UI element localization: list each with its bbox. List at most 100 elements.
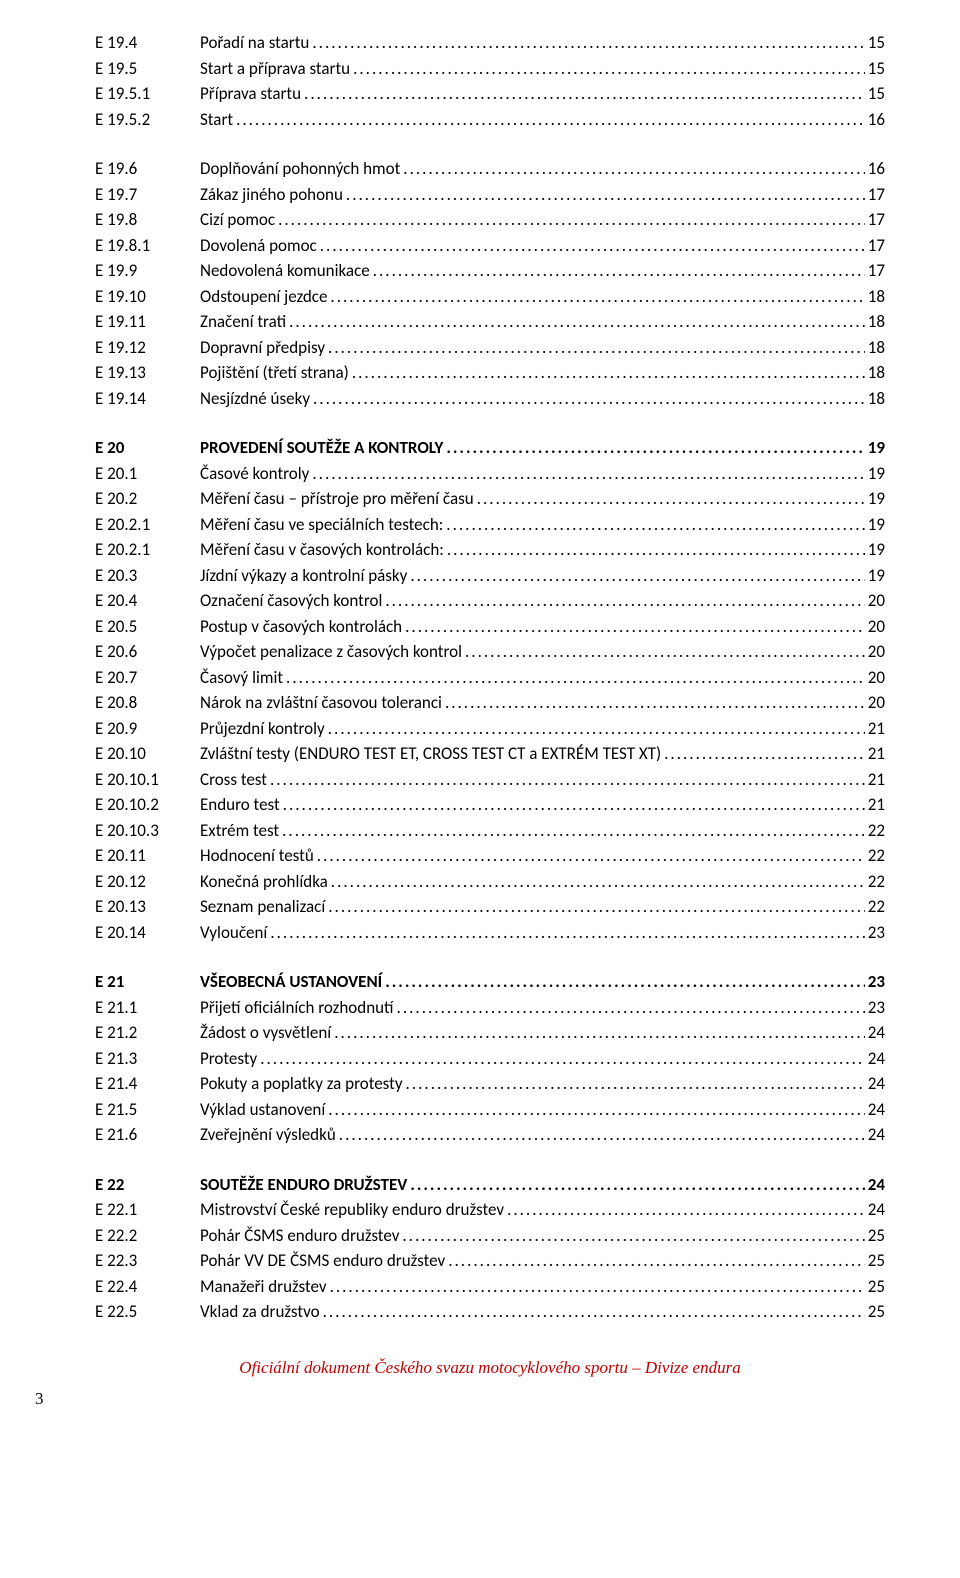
toc-title: Zveřejnění výsledků [200, 1122, 336, 1148]
toc-title: Protesty [200, 1046, 257, 1072]
toc-title: Značení trati [200, 309, 286, 335]
toc-leader-dots [267, 767, 865, 793]
toc-page: 18 [865, 335, 885, 361]
toc-title: Žádost o vysvětlení [200, 1020, 331, 1046]
toc-row: E 19.8.1Dovolená pomoc 17 [95, 233, 885, 259]
toc-page: 25 [865, 1274, 885, 1300]
toc-leader-dots [370, 258, 865, 284]
toc-leader-dots [661, 741, 865, 767]
toc-title-wrap: Pohár VV DE ČSMS enduro družstev 25 [200, 1248, 885, 1274]
toc-page: 21 [865, 716, 885, 742]
toc-row: E 21.2Žádost o vysvětlení 24 [95, 1020, 885, 1046]
toc-ref: E 19.14 [95, 386, 200, 412]
toc-page: 18 [865, 309, 885, 335]
toc-title-wrap: Měření času v časových kontrolách: 19 [200, 537, 885, 563]
toc-title: Postup v časových kontrolách [200, 614, 402, 640]
toc-leader-dots [257, 1046, 865, 1072]
toc-leader-dots [403, 1071, 865, 1097]
toc-title-wrap: VŠEOBECNÁ USTANOVENÍ 23 [200, 969, 885, 995]
toc-leader-dots [331, 1020, 865, 1046]
toc-title: Pokuty a poplatky za protesty [200, 1071, 403, 1097]
toc-title: Nedovolená komunikace [200, 258, 370, 284]
toc-title-wrap: Pokuty a poplatky za protesty 24 [200, 1071, 885, 1097]
toc-leader-dots [327, 1274, 865, 1300]
toc-leader-dots [443, 435, 864, 461]
toc-ref: E 19.7 [95, 182, 200, 208]
toc-leader-dots [504, 1197, 865, 1223]
toc-row: E 20.10.3Extrém test 22 [95, 818, 885, 844]
toc-title-wrap: Start 16 [200, 107, 885, 133]
toc-row: E 19.5.1Příprava startu 15 [95, 81, 885, 107]
toc-ref: E 20.11 [95, 843, 200, 869]
toc-leader-dots [382, 969, 865, 995]
toc-title: Pojištění (třetí strana) [200, 360, 349, 386]
toc-ref: E 21.4 [95, 1071, 200, 1097]
toc-page: 24 [865, 1097, 885, 1123]
toc-title-wrap: Vklad za družstvo 25 [200, 1299, 885, 1325]
toc-title-wrap: PROVEDENÍ SOUTĚŽE A KONTROLY 19 [200, 435, 885, 461]
toc-leader-dots [349, 360, 865, 386]
toc-title: Dopravní předpisy [200, 335, 325, 361]
toc-title: Příprava startu [200, 81, 301, 107]
toc-page: 20 [865, 588, 885, 614]
toc-title: Seznam penalizací [200, 894, 325, 920]
toc-page: 17 [865, 258, 885, 284]
toc-page: 18 [865, 360, 885, 386]
toc-title: Dovolená pomoc [200, 233, 317, 259]
toc-page: 19 [865, 435, 885, 461]
toc-row: E 22.4Manažeři družstev 25 [95, 1274, 885, 1300]
toc-row: E 19.5.2Start 16 [95, 107, 885, 133]
toc-title-wrap: Enduro test 21 [200, 792, 885, 818]
toc-title-wrap: Protesty 24 [200, 1046, 885, 1072]
toc-ref: E 19.8.1 [95, 233, 200, 259]
toc-ref: E 20.6 [95, 639, 200, 665]
toc-row: E 19.9Nedovolená komunikace 17 [95, 258, 885, 284]
toc-page: 20 [865, 614, 885, 640]
toc-title: SOUTĚŽE ENDURO DRUŽSTEV [200, 1172, 407, 1198]
toc-title: Nesjízdné úseky [200, 386, 310, 412]
toc-page: 16 [865, 156, 885, 182]
toc-page: 24 [865, 1046, 885, 1072]
toc-title-wrap: Nárok na zvláštní časovou toleranci 20 [200, 690, 885, 716]
toc-title-wrap: Cizí pomoc 17 [200, 207, 885, 233]
toc-ref: E 19.13 [95, 360, 200, 386]
toc-leader-dots [474, 486, 865, 512]
toc-title: Průjezdní kontroly [200, 716, 325, 742]
toc-row: E 20.4Označení časových kontrol 20 [95, 588, 885, 614]
toc-leader-dots [314, 843, 865, 869]
toc-leader-dots [233, 107, 865, 133]
toc-row: E 20.9Průjezdní kontroly 21 [95, 716, 885, 742]
toc-title: Výklad ustanovení [200, 1097, 325, 1123]
toc-leader-dots [445, 1248, 865, 1274]
toc-row: E 20.10.2Enduro test 21 [95, 792, 885, 818]
toc-ref: E 20.10 [95, 741, 200, 767]
toc-row: E 21.4Pokuty a poplatky za protesty 24 [95, 1071, 885, 1097]
toc-title: Start [200, 107, 233, 133]
toc-row: E 20.6Výpočet penalizace z časových kont… [95, 639, 885, 665]
toc-section: E 19.4Pořadí na startu 15E 19.5Start a p… [95, 30, 885, 132]
toc-title: Zvláštní testy (ENDURO TEST ET, CROSS TE… [200, 741, 661, 767]
toc-ref: E 20.2.1 [95, 512, 200, 538]
toc-title-wrap: Zveřejnění výsledků 24 [200, 1122, 885, 1148]
toc-ref: E 20.10.2 [95, 792, 200, 818]
toc-leader-dots [325, 716, 865, 742]
toc-row: E 19.13Pojištění (třetí strana) 18 [95, 360, 885, 386]
toc-title: Start a příprava startu [200, 56, 350, 82]
toc-leader-dots [309, 461, 864, 487]
toc-leader-dots [444, 537, 865, 563]
toc-page: 17 [865, 207, 885, 233]
toc-row: E 19.6Doplňování pohonných hmot 16 [95, 156, 885, 182]
toc-title: Jízdní výkazy a kontrolní pásky [200, 563, 407, 589]
toc-page: 23 [865, 920, 885, 946]
toc-title: Mistrovství České republiky enduro družs… [200, 1197, 504, 1223]
toc-title: Doplňování pohonných hmot [200, 156, 400, 182]
toc-leader-dots [325, 1097, 865, 1123]
toc-title-wrap: Mistrovství České republiky enduro družs… [200, 1197, 885, 1223]
toc-page: 21 [865, 767, 885, 793]
toc-title: Manažeři družstev [200, 1274, 327, 1300]
toc-page: 24 [865, 1197, 885, 1223]
toc-title-wrap: Extrém test 22 [200, 818, 885, 844]
toc-leader-dots [462, 639, 865, 665]
toc-row: E 19.14Nesjízdné úseky 18 [95, 386, 885, 412]
footer-text: Oficiální dokument Českého svazu motocyk… [95, 1355, 885, 1381]
